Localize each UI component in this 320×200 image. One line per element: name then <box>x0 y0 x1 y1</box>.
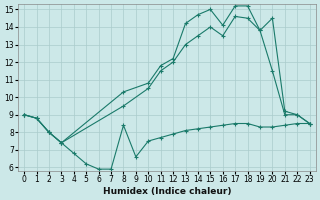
X-axis label: Humidex (Indice chaleur): Humidex (Indice chaleur) <box>103 187 231 196</box>
